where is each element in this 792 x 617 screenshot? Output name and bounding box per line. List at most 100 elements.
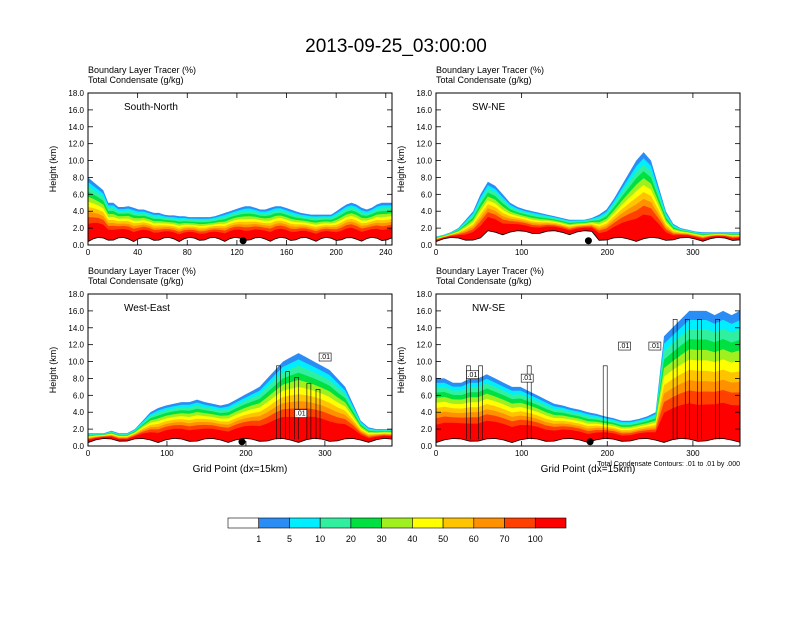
- y-tick-label: 10.0: [416, 157, 432, 166]
- x-tick-label: 120: [230, 248, 244, 257]
- y-tick-label: 16.0: [68, 307, 84, 316]
- contour-label: .01: [296, 411, 306, 418]
- panel-south-north: Boundary Layer Tracer (%)Total Condensat…: [48, 65, 393, 257]
- panel-label: West-East: [124, 303, 170, 314]
- contour-line: [602, 365, 608, 440]
- panel-header-line2: Total Condensate (g/kg): [88, 75, 184, 85]
- y-tick-label: 10.0: [68, 358, 84, 367]
- location-marker: [238, 438, 246, 446]
- y-tick-label: 12.0: [416, 140, 432, 149]
- contour-line: [715, 319, 720, 440]
- tracer-field: [88, 353, 392, 446]
- y-tick-label: 18.0: [416, 290, 432, 299]
- x-tick-label: 0: [86, 248, 91, 257]
- y-tick-label: 16.0: [416, 106, 432, 115]
- panel-frame: [87, 293, 393, 447]
- x-tick-label: 300: [686, 248, 700, 257]
- tracer-field: [88, 177, 392, 245]
- contour-line: [526, 365, 532, 440]
- colorbar-label: 10: [315, 534, 325, 544]
- panel-header-line2: Total Condensate (g/kg): [88, 276, 184, 286]
- panel-frame: [435, 293, 741, 447]
- y-tick-label: 2.0: [421, 425, 433, 434]
- location-marker: [584, 237, 592, 245]
- panel-frame: [435, 92, 741, 246]
- colorbar-swatch: [319, 517, 352, 529]
- contour-line: [672, 319, 678, 440]
- x-tick-label: 200: [329, 248, 343, 257]
- panel-header-line2: Total Condensate (g/kg): [436, 276, 532, 286]
- x-tick-label: 300: [318, 449, 332, 458]
- panel-frame: [87, 92, 393, 246]
- colorbar-label: 1: [256, 534, 261, 544]
- x-tick-label: 0: [434, 248, 439, 257]
- panels: Boundary Layer Tracer (%)Total Condensat…: [48, 65, 741, 475]
- colorbar-label: 40: [407, 534, 417, 544]
- x-tick-label: 200: [601, 248, 615, 257]
- colorbar-swatch: [473, 517, 505, 529]
- colorbar-label: 5: [287, 534, 292, 544]
- contour-label-box: [466, 370, 479, 380]
- contour-label-box: [294, 409, 308, 418]
- y-tick-label: 6.0: [73, 190, 85, 199]
- y-tick-label: 12.0: [416, 341, 432, 350]
- y-axis-label: Height (km): [396, 146, 406, 193]
- panel-header-line1: Boundary Layer Tracer (%): [436, 266, 544, 276]
- x-tick-label: 300: [686, 449, 700, 458]
- y-tick-label: 2.0: [73, 224, 85, 233]
- panel-label: NW-SE: [472, 303, 505, 314]
- contour-line: [294, 377, 300, 440]
- x-tick-label: 40: [133, 248, 142, 257]
- contour-label: .01: [320, 354, 330, 361]
- colorbar-label: 20: [346, 534, 356, 544]
- x-tick-label: 0: [434, 449, 439, 458]
- y-tick-label: 10.0: [68, 157, 84, 166]
- panel-header-line2: Total Condensate (g/kg): [436, 75, 532, 85]
- y-tick-label: 14.0: [416, 324, 432, 333]
- colorbar-label: 100: [528, 534, 543, 544]
- x-tick-label: 0: [86, 449, 91, 458]
- panel-header-line1: Boundary Layer Tracer (%): [88, 65, 196, 75]
- y-tick-label: 2.0: [421, 224, 433, 233]
- y-tick-label: 14.0: [416, 123, 432, 132]
- y-tick-label: 4.0: [421, 207, 433, 216]
- y-tick-label: 6.0: [73, 391, 85, 400]
- colorbar-swatch: [258, 517, 290, 529]
- tracer-layer-10: [436, 214, 740, 242]
- x-tick-label: 100: [515, 248, 529, 257]
- contour-label-box: [520, 373, 534, 383]
- contour-label: .01: [620, 343, 630, 350]
- x-tick-label: 100: [160, 449, 174, 458]
- y-tick-label: 18.0: [68, 290, 84, 299]
- panel-nw-se: Boundary Layer Tracer (%)Total Condensat…: [396, 266, 741, 475]
- colorbar-swatch: [350, 517, 382, 529]
- colorbar-label: 50: [438, 534, 448, 544]
- x-axis-label: Grid Point (dx=15km): [541, 464, 636, 475]
- y-axis-label: Height (km): [396, 347, 406, 394]
- colorbar-swatch: [289, 517, 321, 529]
- colorbar-swatch: [412, 517, 444, 529]
- contour-line: [684, 319, 690, 440]
- contour-label: .01: [522, 375, 532, 382]
- tracer-layer-10: [436, 402, 740, 443]
- location-marker: [586, 438, 594, 446]
- y-tick-label: 12.0: [68, 341, 84, 350]
- contour-line: [697, 319, 702, 440]
- y-tick-label: 12.0: [68, 140, 84, 149]
- contour-label: .01: [650, 343, 660, 350]
- y-tick-label: 4.0: [73, 408, 85, 417]
- y-tick-label: 14.0: [68, 324, 84, 333]
- panel-label: SW-NE: [472, 102, 505, 113]
- colorbar-swatch: [381, 517, 413, 529]
- y-tick-label: 8.0: [421, 374, 433, 383]
- y-tick-label: 4.0: [421, 408, 433, 417]
- colorbar-swatch: [227, 517, 260, 529]
- panel-west-east: Boundary Layer Tracer (%)Total Condensat…: [48, 266, 393, 475]
- location-marker: [239, 237, 247, 245]
- y-tick-label: 16.0: [68, 106, 84, 115]
- y-tick-label: 6.0: [421, 190, 433, 199]
- x-tick-label: 240: [379, 248, 393, 257]
- y-tick-label: 2.0: [73, 425, 85, 434]
